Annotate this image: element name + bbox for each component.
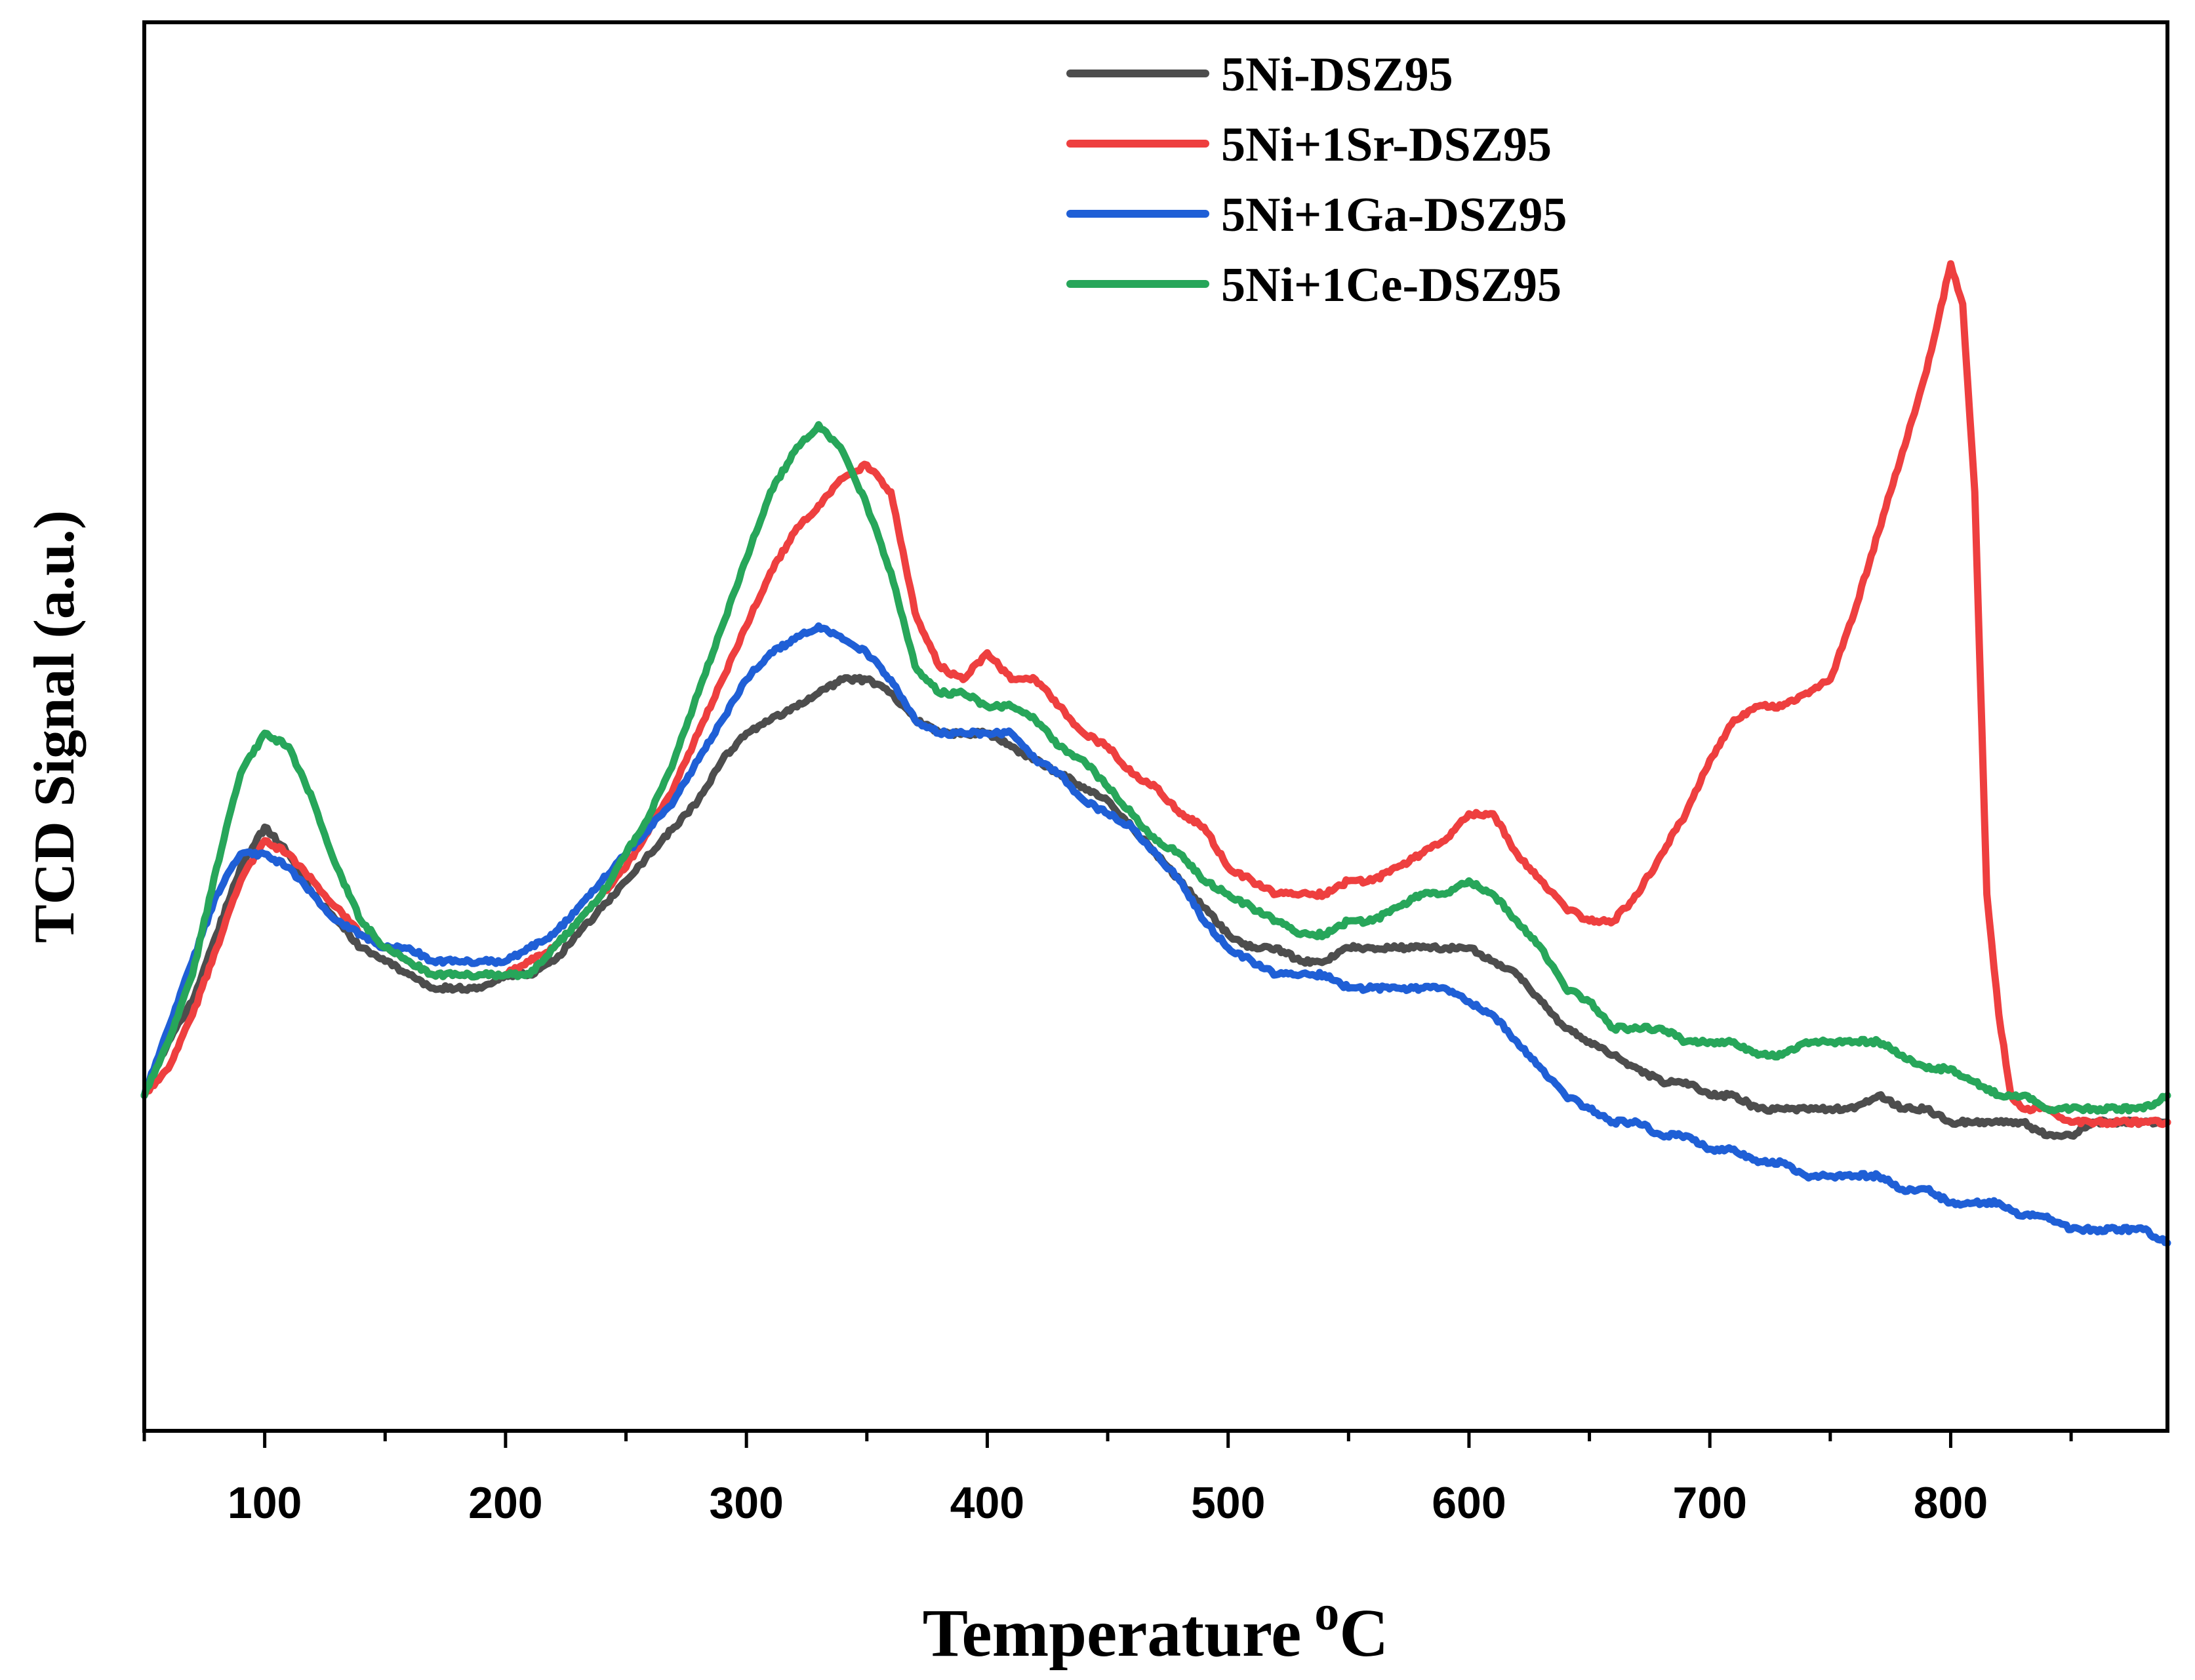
plot-frame xyxy=(142,20,2169,1433)
x-axis-label-unit: C xyxy=(1339,1595,1388,1671)
legend-label-5ni-plus-1ga-dsz95: 5Ni+1Ga-DSZ95 xyxy=(1221,188,1567,242)
series-layer xyxy=(140,260,2171,1247)
x-tick-label-500: 500 xyxy=(1191,1478,1265,1528)
legend-label-5ni-plus-1sr-dsz95: 5Ni+1Sr-DSZ95 xyxy=(1221,118,1552,172)
legend: 5Ni-DSZ95 5Ni+1Sr-DSZ95 5Ni+1Ga-DSZ95 5Ni+1… xyxy=(1066,48,1567,312)
x-axis-label-text: Temperature xyxy=(923,1595,1302,1671)
legend-label-5ni-plus-1ce-dsz95: 5Ni+1Ce-DSZ95 xyxy=(1221,258,1561,312)
series-line-5ni-plus-1ga-dsz95 xyxy=(140,622,2171,1247)
legend-label-5ni-dsz95: 5Ni-DSZ95 xyxy=(1221,48,1453,102)
x-tick-label-100: 100 xyxy=(228,1478,302,1528)
x-tick-label-600: 600 xyxy=(1432,1478,1506,1528)
y-axis-label: TCD Signal (a.u.) xyxy=(23,510,87,943)
x-tick-label-400: 400 xyxy=(950,1478,1024,1528)
x-axis-label: Temperature oC xyxy=(923,1586,1389,1671)
series-line-5ni-plus-1ce-dsz95 xyxy=(140,421,2171,1115)
x-axis: 100 200 300 400 500 600 700 800 xyxy=(142,1431,2073,1528)
x-tick-label-800: 800 xyxy=(1914,1478,1988,1528)
x-axis-label-superscript: o xyxy=(1314,1586,1339,1641)
x-tick-label-200: 200 xyxy=(468,1478,542,1528)
x-tick-label-300: 300 xyxy=(709,1478,783,1528)
x-tick-label-700: 700 xyxy=(1672,1478,1746,1528)
